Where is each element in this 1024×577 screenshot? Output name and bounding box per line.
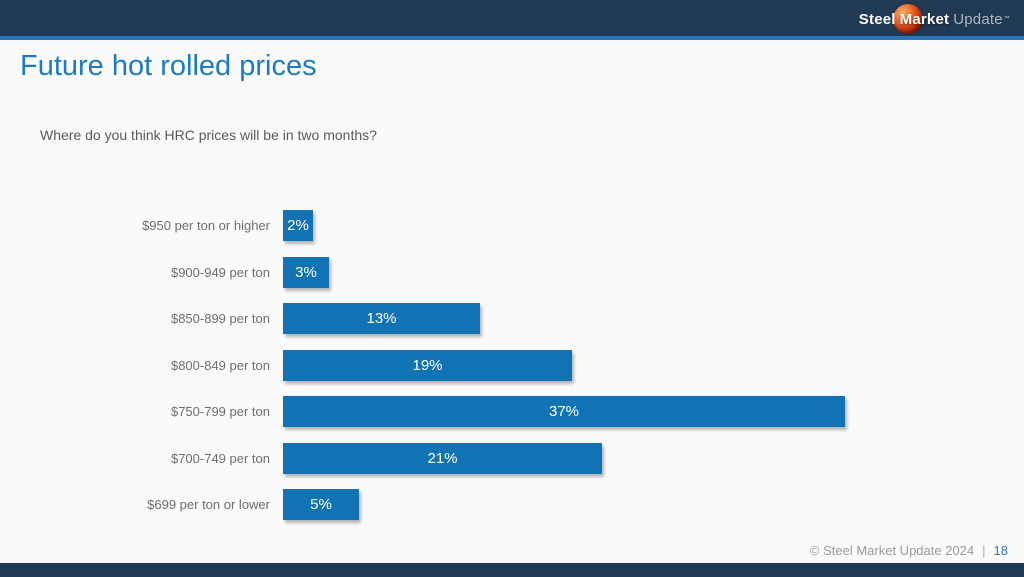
chart-row: $700-749 per ton 21% bbox=[0, 442, 1024, 474]
header-accent-rule bbox=[0, 36, 1024, 40]
chart-row: $900-949 per ton 3% bbox=[0, 256, 1024, 288]
chart-row: $750-799 per ton 37% bbox=[0, 396, 1024, 427]
category-label: $700-749 per ton bbox=[170, 450, 270, 466]
chart-row: $950 per ton or higher 2% bbox=[0, 210, 1024, 241]
logo-word-market: Market bbox=[899, 10, 950, 28]
bar: 3% bbox=[283, 256, 329, 288]
page-title: Future hot rolled prices bbox=[20, 50, 317, 82]
category-label: $699 per ton or lower bbox=[147, 497, 270, 512]
bar-value-label: 19% bbox=[412, 356, 443, 374]
category-label: $750-799 per ton bbox=[170, 404, 270, 419]
footer-credits: © Steel Market Update 2024 | 18 bbox=[810, 543, 1008, 558]
logo-word-update: Update bbox=[953, 10, 1003, 28]
bar-value-label: 2% bbox=[287, 217, 309, 234]
logo-word-steel: Steel bbox=[858, 10, 896, 28]
bar-value-label: 37% bbox=[548, 403, 580, 420]
copyright-text: © Steel Market Update 2024 bbox=[809, 543, 975, 558]
category-label: $850-899 per ton bbox=[170, 311, 270, 326]
footer-bar bbox=[0, 563, 1024, 577]
bar: 2% bbox=[283, 210, 313, 241]
category-label: $900-949 per ton bbox=[170, 264, 270, 280]
chart-row: $850-899 per ton 13% bbox=[0, 303, 1024, 334]
bar-value-label: 3% bbox=[295, 263, 317, 281]
header-bar: Steel Market Update ™ bbox=[0, 0, 1024, 36]
chart-row: $699 per ton or lower 5% bbox=[0, 489, 1024, 520]
bar: 21% bbox=[283, 442, 602, 474]
logo-trademark: ™ bbox=[1003, 16, 1010, 22]
page-number: 18 bbox=[993, 543, 1008, 558]
bar: 13% bbox=[283, 303, 480, 334]
category-label: $950 per ton or higher bbox=[142, 218, 270, 233]
bar-value-label: 21% bbox=[427, 449, 458, 467]
hrc-price-bar-chart: $950 per ton or higher 2% $900-949 per ton… bbox=[0, 210, 1024, 536]
bar: 37% bbox=[283, 396, 845, 427]
bar: 5% bbox=[283, 489, 359, 520]
bar: 19% bbox=[283, 349, 572, 381]
smu-logo: Steel Market Update ™ bbox=[858, 4, 1010, 34]
category-label: $800-849 per ton bbox=[170, 357, 270, 373]
footer-separator: | bbox=[982, 543, 986, 558]
smu-sphere-icon bbox=[892, 4, 923, 34]
bar-value-label: 13% bbox=[366, 310, 397, 327]
chart-row: $800-849 per ton 19% bbox=[0, 349, 1024, 381]
survey-question: Where do you think HRC prices will be in… bbox=[40, 127, 377, 143]
bar-value-label: 5% bbox=[310, 496, 332, 513]
